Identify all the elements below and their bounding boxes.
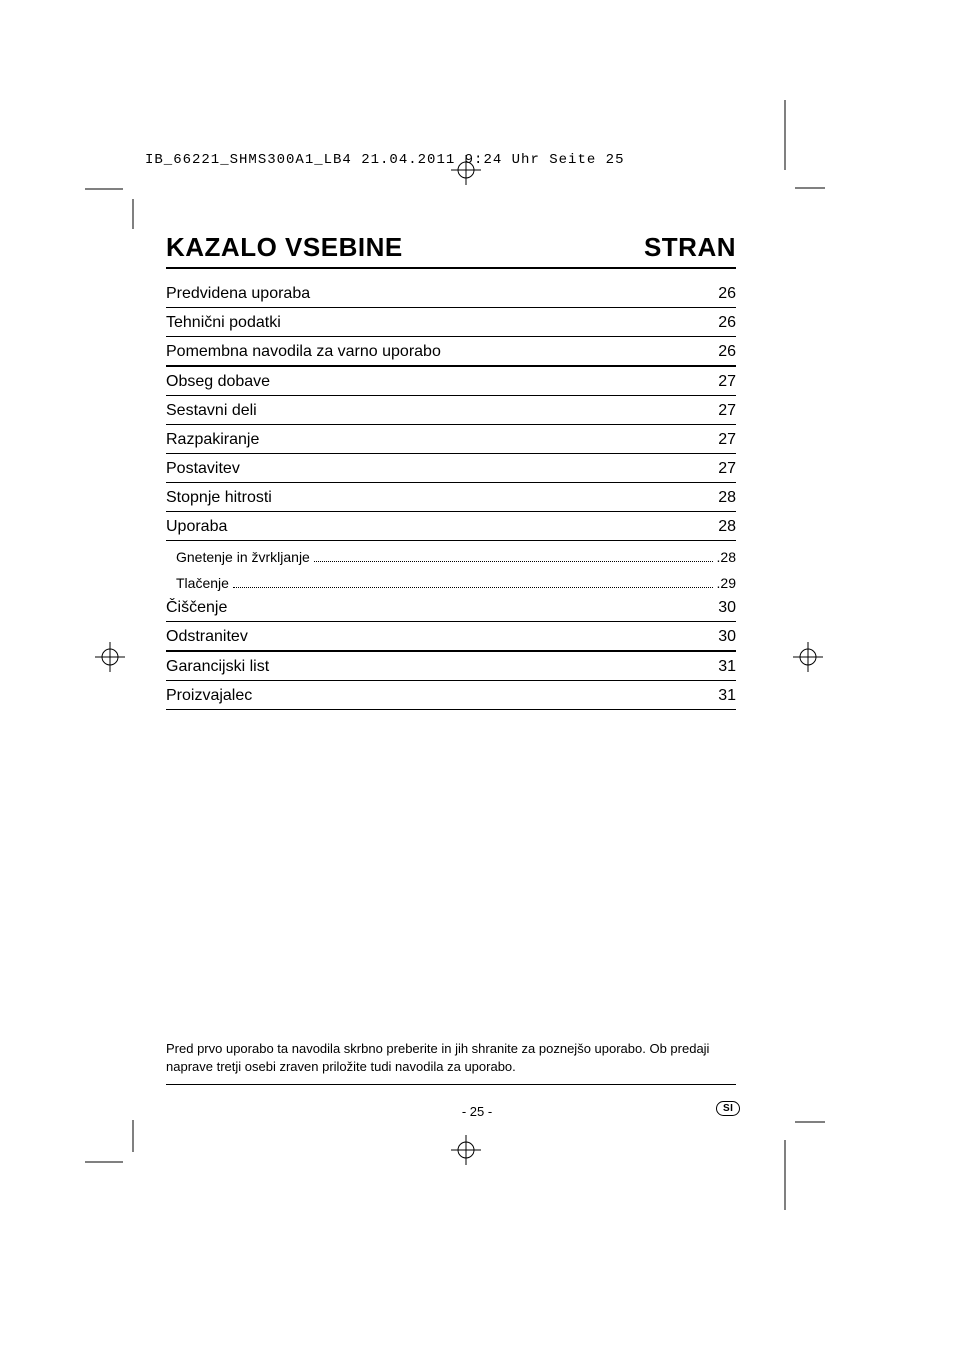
toc-sub-page: .29 bbox=[717, 575, 736, 591]
reg-mark-bottom bbox=[451, 1135, 481, 1170]
toc-sub-row: Tlačenje .29 bbox=[166, 567, 736, 593]
toc-row: Odstranitev 30 bbox=[166, 622, 736, 652]
toc-dots bbox=[314, 561, 713, 562]
toc-label: Stopnje hitrosti bbox=[166, 489, 272, 507]
toc-label: Uporaba bbox=[166, 518, 227, 536]
title-row: KAZALO VSEBINE STRAN bbox=[166, 232, 736, 269]
toc-row: Obseg dobave 27 bbox=[166, 367, 736, 396]
toc-label: Razpakiranje bbox=[166, 431, 259, 449]
toc-row: Predvidena uporaba 26 bbox=[166, 279, 736, 308]
crop-mark-br bbox=[775, 1120, 825, 1210]
toc-sub-label: Tlačenje bbox=[176, 575, 229, 591]
toc-row: Postavitev 27 bbox=[166, 454, 736, 483]
toc-row: Razpakiranje 27 bbox=[166, 425, 736, 454]
crop-mark-tl bbox=[85, 179, 135, 229]
toc-label: Tehnični podatki bbox=[166, 314, 281, 332]
toc-label: Garancijski list bbox=[166, 658, 269, 676]
page-title: STRAN bbox=[644, 232, 736, 263]
toc-dots bbox=[233, 587, 713, 588]
toc-label: Pomembna navodila za varno uporabo bbox=[166, 343, 441, 361]
toc-row: Tehnični podatki 26 bbox=[166, 308, 736, 337]
toc-page: 30 bbox=[718, 628, 736, 646]
toc-row: Pomembna navodila za varno uporabo 26 bbox=[166, 337, 736, 367]
crop-mark-tr bbox=[775, 100, 825, 190]
toc-label: Sestavni deli bbox=[166, 402, 257, 420]
toc-page: 28 bbox=[718, 489, 736, 507]
toc-sub-label: Gnetenje in žvrkljanje bbox=[176, 549, 310, 565]
toc-label: Odstranitev bbox=[166, 628, 248, 646]
toc-page: 27 bbox=[718, 402, 736, 420]
toc-page: 30 bbox=[718, 599, 736, 617]
toc-row: Proizvajalec 31 bbox=[166, 681, 736, 710]
toc-row: Sestavni deli 27 bbox=[166, 396, 736, 425]
toc-row: Garancijski list 31 bbox=[166, 652, 736, 681]
toc-page: 31 bbox=[718, 658, 736, 676]
toc-label: Proizvajalec bbox=[166, 687, 252, 705]
toc-sub-page: .28 bbox=[717, 549, 736, 565]
toc-sub-row: Gnetenje in žvrkljanje .28 bbox=[166, 541, 736, 567]
toc-title: KAZALO VSEBINE bbox=[166, 232, 403, 263]
toc-page: 26 bbox=[718, 343, 736, 361]
page-number: - 25 - bbox=[0, 1104, 954, 1119]
toc-page: 31 bbox=[718, 687, 736, 705]
reg-mark-right bbox=[793, 642, 823, 677]
crop-mark-bl bbox=[85, 1120, 135, 1210]
content-area: KAZALO VSEBINE STRAN Predvidena uporaba 2… bbox=[166, 232, 736, 710]
toc-row: Stopnje hitrosti 28 bbox=[166, 483, 736, 512]
toc-label: Obseg dobave bbox=[166, 373, 270, 391]
print-header-info: IB_66221_SHMS300A1_LB4 21.04.2011 9:24 U… bbox=[145, 152, 624, 168]
toc-label: Čiščenje bbox=[166, 599, 227, 617]
toc-page: 28 bbox=[718, 518, 736, 536]
footer-note: Pred prvo uporabo ta navodila skrbno pre… bbox=[166, 1040, 736, 1085]
toc-page: 27 bbox=[718, 431, 736, 449]
toc-page: 26 bbox=[718, 285, 736, 303]
toc-row: Uporaba 28 bbox=[166, 512, 736, 541]
toc-row: Čiščenje 30 bbox=[166, 593, 736, 622]
reg-mark-left bbox=[95, 642, 125, 677]
toc-label: Predvidena uporaba bbox=[166, 285, 310, 303]
language-badge: SI bbox=[716, 1101, 740, 1116]
toc-page: 27 bbox=[718, 373, 736, 391]
toc-label: Postavitev bbox=[166, 460, 240, 478]
toc-page: 27 bbox=[718, 460, 736, 478]
toc-page: 26 bbox=[718, 314, 736, 332]
